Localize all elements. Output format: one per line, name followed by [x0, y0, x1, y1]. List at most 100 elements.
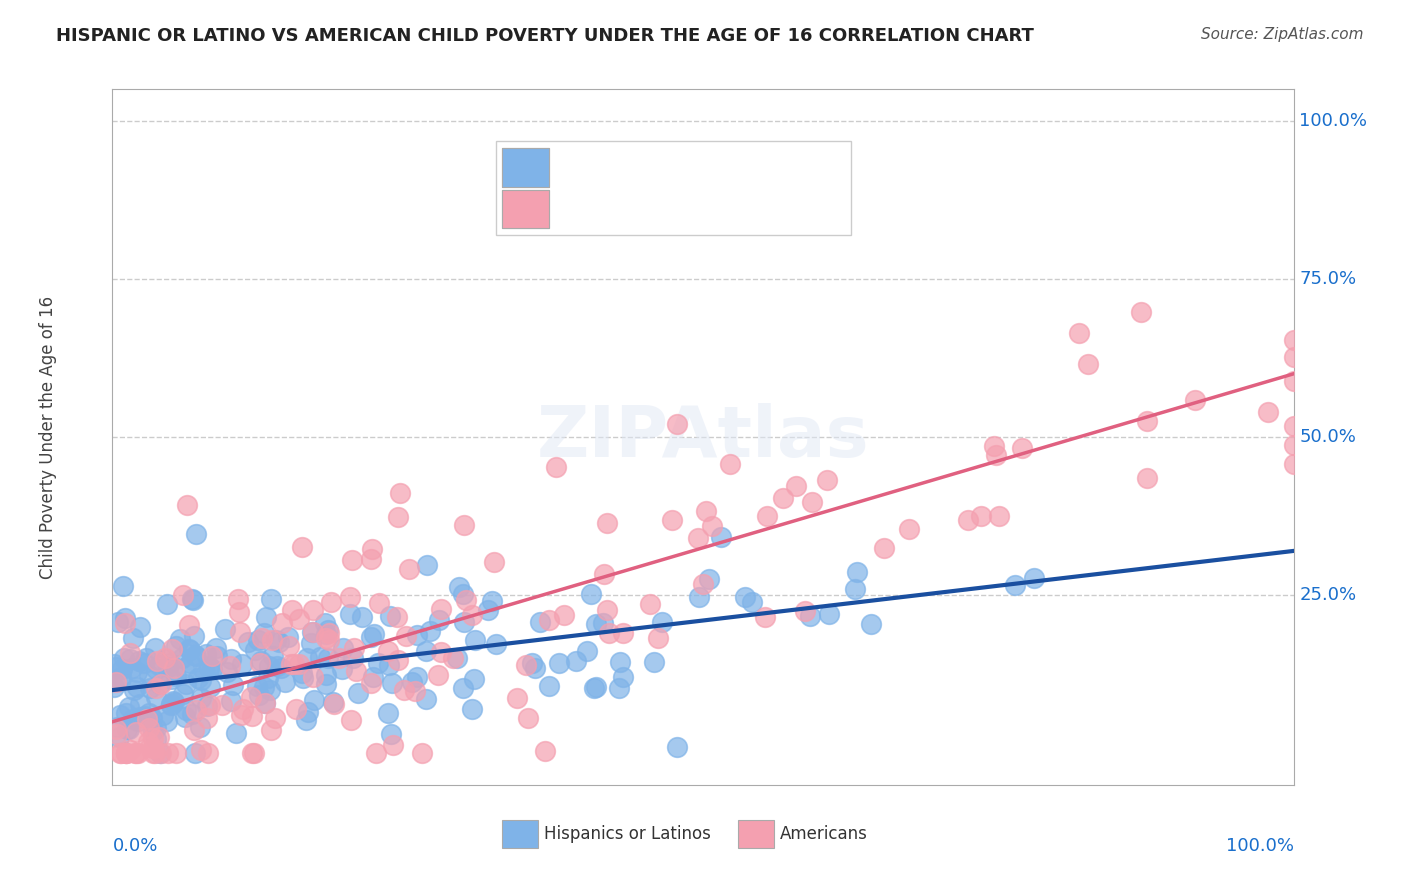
- Point: [214, 622, 236, 636]
- Point: [415, 643, 437, 657]
- Point: [145, 732, 167, 747]
- Point: [149, 747, 172, 761]
- Point: [152, 708, 174, 723]
- Point: [592, 615, 614, 630]
- Point: [153, 651, 176, 665]
- Point: [288, 657, 311, 671]
- Point: [134, 710, 156, 724]
- Point: [453, 517, 475, 532]
- Point: [266, 658, 288, 673]
- Point: [388, 486, 411, 500]
- Point: [219, 651, 242, 665]
- Point: [430, 645, 453, 659]
- Point: [124, 747, 146, 761]
- Point: [534, 743, 557, 757]
- Point: [226, 592, 249, 607]
- Point: [110, 670, 132, 684]
- Point: [301, 670, 323, 684]
- Point: [377, 706, 399, 720]
- Point: [110, 747, 132, 761]
- Point: [195, 699, 218, 714]
- Point: [232, 702, 254, 716]
- Point: [104, 674, 127, 689]
- Point: [382, 738, 405, 752]
- Point: [1011, 442, 1033, 456]
- Point: [121, 661, 143, 675]
- Point: [172, 687, 194, 701]
- Point: [128, 654, 150, 668]
- Point: [464, 632, 486, 647]
- Point: [201, 662, 224, 676]
- Point: [352, 609, 374, 624]
- Point: [343, 641, 366, 656]
- Point: [688, 591, 710, 605]
- Point: [734, 591, 756, 605]
- Point: [177, 641, 200, 656]
- Point: [145, 654, 167, 668]
- Point: [105, 720, 128, 734]
- Point: [124, 683, 146, 698]
- Point: [295, 713, 318, 727]
- Point: [219, 694, 242, 708]
- Point: [259, 682, 281, 697]
- Point: [246, 679, 269, 693]
- Point: [367, 596, 389, 610]
- Point: [547, 657, 569, 671]
- Point: [183, 723, 205, 737]
- Point: [132, 656, 155, 670]
- Text: R =  0.805: R = 0.805: [561, 161, 657, 178]
- Point: [115, 722, 138, 736]
- Point: [134, 708, 156, 723]
- Point: [142, 724, 165, 739]
- Point: [114, 747, 136, 761]
- Point: [815, 473, 838, 487]
- Point: [415, 691, 437, 706]
- Point: [516, 711, 538, 725]
- Point: [217, 665, 239, 680]
- Point: [174, 677, 197, 691]
- Point: [288, 612, 311, 626]
- Point: [342, 651, 364, 665]
- Point: [225, 726, 247, 740]
- Point: [309, 650, 332, 665]
- Point: [363, 627, 385, 641]
- Point: [453, 681, 475, 695]
- Point: [103, 657, 125, 671]
- Point: [222, 678, 245, 692]
- Point: [463, 672, 485, 686]
- Point: [299, 636, 322, 650]
- Point: [254, 610, 277, 624]
- Point: [283, 657, 305, 671]
- Point: [339, 607, 361, 621]
- Point: [180, 707, 202, 722]
- Point: [1184, 392, 1206, 407]
- Point: [240, 708, 263, 723]
- Point: [818, 607, 841, 621]
- Point: [718, 457, 741, 471]
- Point: [198, 658, 221, 673]
- Point: [315, 626, 337, 640]
- Point: [529, 615, 551, 629]
- Point: [174, 709, 197, 723]
- Point: [114, 616, 136, 631]
- Point: [592, 566, 614, 581]
- Point: [190, 690, 212, 705]
- Text: 50.0%: 50.0%: [1299, 428, 1357, 446]
- Point: [844, 582, 866, 596]
- Point: [173, 661, 195, 675]
- Point: [148, 658, 170, 673]
- Point: [598, 626, 620, 640]
- Point: [859, 617, 882, 632]
- Point: [328, 651, 350, 665]
- Point: [205, 649, 228, 664]
- Point: [565, 654, 588, 668]
- Point: [257, 658, 280, 673]
- Point: [145, 662, 167, 676]
- Point: [477, 602, 499, 616]
- Point: [640, 598, 662, 612]
- Text: Americans: Americans: [780, 825, 868, 843]
- Point: [163, 661, 186, 675]
- Point: [582, 681, 605, 695]
- Point: [219, 659, 242, 673]
- Point: [585, 616, 607, 631]
